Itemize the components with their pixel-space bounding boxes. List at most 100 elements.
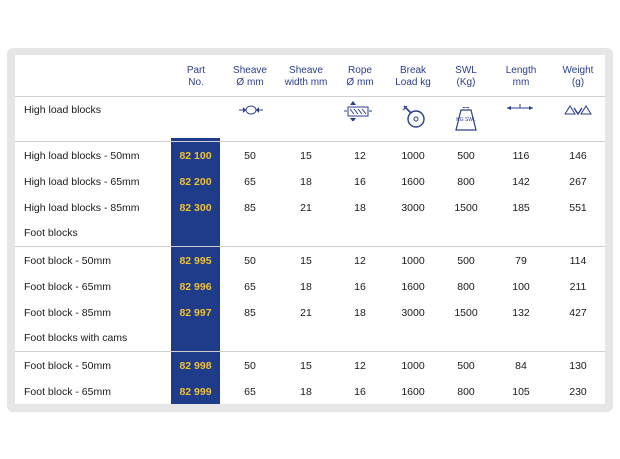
cell-break: 3000 bbox=[401, 202, 425, 214]
cell-rope: 16 bbox=[354, 386, 366, 398]
cell-length: 84 bbox=[515, 360, 527, 372]
cell-swl: 500 bbox=[457, 360, 475, 372]
cell-sheave: 65 bbox=[244, 281, 256, 293]
cell-part: 82 200 bbox=[179, 176, 212, 188]
cell-break: 3000 bbox=[401, 307, 425, 319]
header-sheave-width: Sheave width mm bbox=[280, 65, 332, 89]
cell-name: Foot block - 50mm bbox=[24, 360, 111, 372]
swl-icon-label: KG SWL bbox=[456, 117, 476, 123]
section-divider-3 bbox=[15, 351, 605, 352]
cell-length: 185 bbox=[512, 202, 530, 214]
cell-rope: 16 bbox=[354, 281, 366, 293]
header-sheave: Sheave Ø mm bbox=[226, 65, 274, 89]
cell-name: Foot block - 50mm bbox=[24, 255, 111, 267]
cell-swl: 500 bbox=[457, 255, 475, 267]
cell-part: 82 995 bbox=[179, 255, 212, 267]
cell-rope: 18 bbox=[354, 202, 366, 214]
header-divider bbox=[15, 96, 605, 97]
header-break-line2: Load kg bbox=[395, 77, 431, 88]
cell-name: Foot block - 65mm bbox=[24, 386, 111, 398]
header-swl-line1: SWL bbox=[455, 65, 477, 76]
header-length-line2: mm bbox=[512, 77, 530, 88]
cell-swl: 800 bbox=[457, 176, 475, 188]
cell-weight: 267 bbox=[569, 176, 587, 188]
header-part-line2: No. bbox=[188, 77, 204, 88]
cell-name: High load blocks - 65mm bbox=[24, 176, 140, 188]
section-divider-2 bbox=[15, 246, 605, 247]
cell-sheave-width: 21 bbox=[300, 202, 312, 214]
safe-working-load-icon: KG SWL bbox=[455, 107, 477, 131]
table-row: High load blocks - 85mm 82 300 85 21 18 3000 1… bbox=[0, 198, 620, 218]
section-divider-1 bbox=[15, 141, 605, 142]
cell-rope: 12 bbox=[354, 360, 366, 372]
cell-name: Foot block - 85mm bbox=[24, 307, 111, 319]
cell-swl: 500 bbox=[457, 150, 475, 162]
cell-weight: 114 bbox=[569, 255, 587, 267]
header-part-line1: Part bbox=[186, 65, 206, 76]
header-length-line1: Length bbox=[505, 65, 537, 76]
cell-weight: 427 bbox=[569, 307, 587, 319]
cell-sheave: 50 bbox=[244, 360, 256, 372]
table-row: High load blocks - 65mm 82 200 65 18 16 1600 8… bbox=[0, 172, 620, 192]
cell-sheave-width: 15 bbox=[300, 150, 312, 162]
cell-sheave-width: 18 bbox=[300, 281, 312, 293]
header-weight-line1: Weight bbox=[562, 65, 594, 76]
cell-weight: 130 bbox=[569, 360, 587, 372]
cell-part: 82 997 bbox=[179, 307, 212, 319]
header-weight: Weight (g) bbox=[556, 65, 600, 89]
cell-swl: 1500 bbox=[454, 202, 478, 214]
sheave-diameter-icon bbox=[239, 105, 263, 115]
cell-rope: 12 bbox=[354, 255, 366, 267]
cell-sheave: 65 bbox=[244, 386, 256, 398]
cell-sheave: 65 bbox=[244, 176, 256, 188]
cell-break: 1600 bbox=[401, 386, 425, 398]
header-sheave-width-line2: width mm bbox=[284, 77, 328, 88]
rope-diameter-icon bbox=[344, 101, 372, 121]
cell-length: 132 bbox=[512, 307, 530, 319]
cell-length: 116 bbox=[512, 150, 530, 162]
header-rope-line2: Ø mm bbox=[346, 77, 374, 88]
part-number-column-highlight bbox=[171, 138, 220, 404]
cell-length: 100 bbox=[512, 281, 530, 293]
cell-sheave: 85 bbox=[244, 202, 256, 214]
cell-rope: 12 bbox=[354, 150, 366, 162]
section-title-foot-blocks-with-cams: Foot blocks with cams bbox=[24, 332, 128, 344]
header-break-load: Break Load kg bbox=[388, 65, 438, 89]
cell-sheave: 50 bbox=[244, 150, 256, 162]
cell-swl: 800 bbox=[457, 386, 475, 398]
header-sheave-line1: Sheave bbox=[233, 65, 267, 76]
cell-weight: 211 bbox=[569, 281, 587, 293]
cell-part: 82 300 bbox=[179, 202, 212, 214]
header-weight-line2: (g) bbox=[571, 77, 585, 88]
cell-sheave-width: 18 bbox=[300, 176, 312, 188]
spec-table bbox=[15, 55, 605, 404]
cell-part: 82 996 bbox=[179, 281, 212, 293]
header-sheave-line2: Ø mm bbox=[236, 77, 264, 88]
cell-sheave-width: 15 bbox=[300, 255, 312, 267]
cell-swl: 1500 bbox=[454, 307, 478, 319]
table-row: Foot block - 50mm 82 995 50 15 12 1000 500 79 11… bbox=[0, 251, 620, 271]
cell-length: 105 bbox=[512, 386, 530, 398]
cell-swl: 800 bbox=[457, 281, 475, 293]
cell-sheave-width: 15 bbox=[300, 360, 312, 372]
cell-part: 82 998 bbox=[179, 360, 212, 372]
header-part: Part No. bbox=[176, 65, 216, 89]
table-row: Foot block - 65mm 82 999 65 18 16 1600 800 105 2… bbox=[0, 382, 620, 402]
cell-weight: 146 bbox=[569, 150, 587, 162]
cell-break: 1000 bbox=[401, 360, 425, 372]
cell-name: Foot block - 65mm bbox=[24, 281, 111, 293]
cell-sheave: 85 bbox=[244, 307, 256, 319]
header-swl: SWL (Kg) bbox=[448, 65, 484, 89]
header-break-line1: Break bbox=[399, 65, 427, 76]
cell-sheave-width: 21 bbox=[300, 307, 312, 319]
header-rope: Rope Ø mm bbox=[340, 65, 380, 89]
cell-weight: 230 bbox=[569, 386, 587, 398]
cell-name: High load blocks - 85mm bbox=[24, 202, 140, 214]
section-title-high-load-blocks: High load blocks bbox=[24, 104, 102, 116]
cell-part: 82 100 bbox=[179, 150, 212, 162]
length-icon bbox=[507, 104, 533, 110]
cell-name: High load blocks - 50mm bbox=[24, 150, 140, 162]
cell-rope: 18 bbox=[354, 307, 366, 319]
header-rope-line1: Rope bbox=[348, 65, 372, 76]
weight-icon bbox=[564, 105, 592, 116]
